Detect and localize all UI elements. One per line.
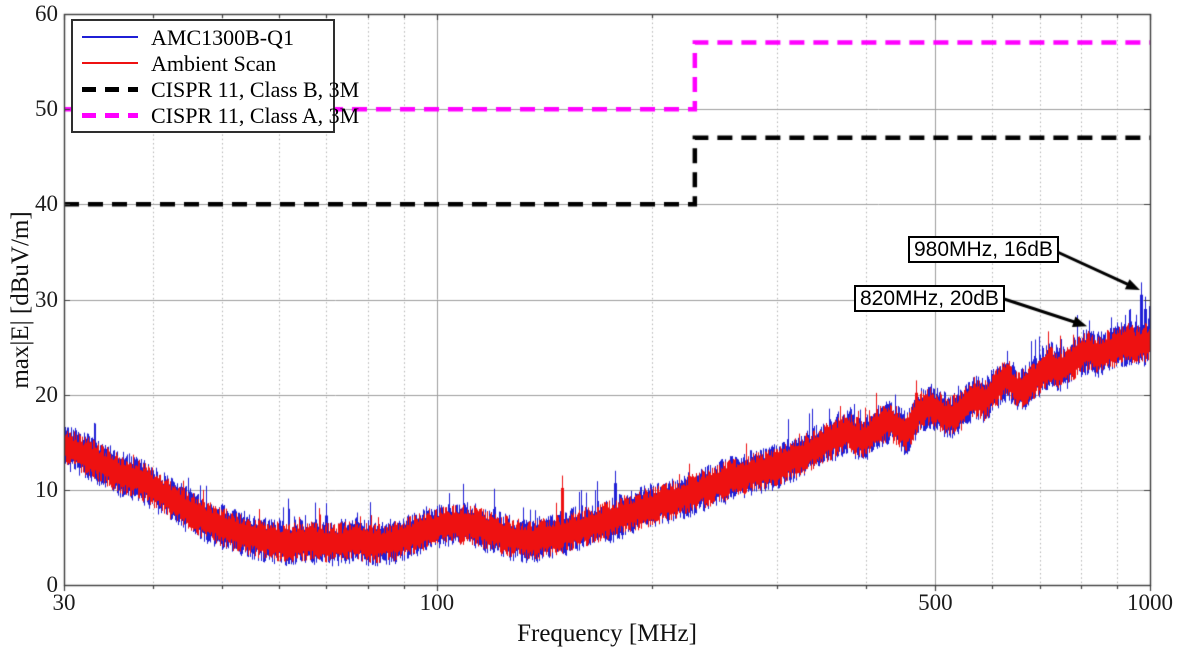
legend-label: CISPR 11, Class B, 3M [151,76,360,102]
legend-item-cispr-class-a: CISPR 11, Class A, 3M [82,103,359,128]
legend-item-cispr-class-b: CISPR 11, Class B, 3M [82,77,359,102]
y-tick-label: 60 [35,1,58,26]
y-axis-label: max|E| [dBuV/m] [7,211,34,389]
x-tick-label: 1000 [1127,590,1173,615]
legend-item-ambient-scan: Ambient Scan [82,51,327,76]
x-axis-label: Frequency [MHz] [517,620,697,647]
y-tick-label: 30 [35,286,58,312]
annotation-820mhz: 820MHz, 20dB [854,285,1005,312]
blue-line-swatch [82,36,138,38]
red-line-swatch [82,62,138,64]
y-tick-label: 40 [35,191,58,217]
legend: AMC1300B-Q1 Ambient Scan CISPR 11, Class… [71,19,359,133]
legend-label: AMC1300B-Q1 [151,24,295,50]
x-tick-label: 30 [52,590,76,615]
legend-label: CISPR 11, Class A, 3M [151,102,360,128]
x-tick-label: 100 [419,590,455,615]
y-tick-label: 0 [46,572,59,597]
y-tick-label: 10 [35,476,58,502]
annotation-980mhz: 980MHz, 16dB [908,236,1059,263]
legend-label: Ambient Scan [151,50,277,76]
magenta-dash-swatch [82,112,138,118]
y-tick-label: 50 [35,96,58,122]
x-tick-label: 500 [918,590,953,615]
y-tick-label: 20 [35,381,58,407]
black-dash-swatch [82,86,138,92]
legend-item-amc1300b-q1: AMC1300B-Q1 [82,25,327,50]
